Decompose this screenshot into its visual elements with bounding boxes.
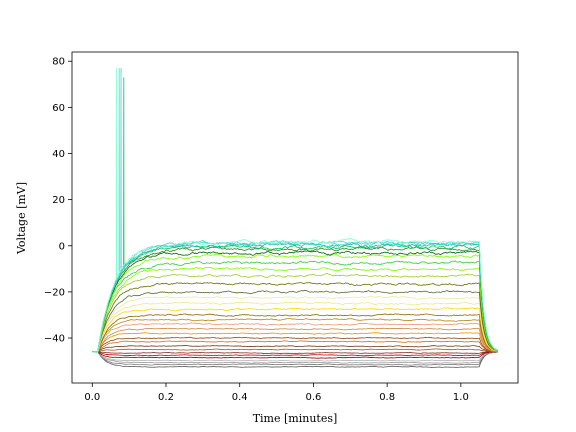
x-tick-label: 0.4 [232,392,248,403]
x-tick-label: 0.8 [379,392,395,403]
voltage-traces [92,68,498,368]
voltage-trace [92,272,498,353]
voltage-trace [92,77,498,353]
voltage-trace [92,68,498,353]
x-axis-label: Time [minutes] [253,412,338,425]
y-tick-label: 60 [52,103,65,114]
voltage-trace [92,351,498,368]
voltage-trace [92,351,498,359]
x-axis-ticks: 0.0 0.2 0.4 0.6 0.8 1.0 [84,383,469,403]
x-tick-label: 0.2 [158,392,174,403]
voltage-trace [92,351,498,366]
voltage-trace [92,351,498,362]
voltage-trace [92,351,498,357]
y-tick-label: 40 [52,149,65,160]
voltage-trace [92,351,498,354]
voltage-trace [92,336,498,353]
y-tick-label: 20 [52,195,65,206]
voltage-trace [92,340,498,353]
voltage-trace [92,307,498,353]
y-axis-ticks: −40 −20 0 20 40 60 80 [44,57,72,345]
voltage-trace [92,327,498,353]
voltage-trace [92,322,498,353]
voltage-trace [92,68,498,353]
voltage-trace [92,253,498,353]
voltage-trace [92,313,498,353]
plot-frame [71,51,519,384]
y-tick-label: −40 [44,334,65,345]
voltage-trace [92,351,498,364]
y-tick-label: −20 [44,287,65,298]
x-tick-label: 0.0 [84,392,100,403]
voltage-trace [92,348,498,353]
y-tick-label: 0 [59,241,65,252]
voltage-trace [92,260,498,353]
x-tick-label: 1.0 [453,392,469,403]
voltage-trace [92,345,498,353]
voltage-trace [92,266,498,353]
voltage-trace [92,318,498,353]
x-tick-label: 0.6 [305,392,321,403]
voltage-trace [92,332,498,353]
voltage-trace [92,290,498,353]
y-axis-label: Voltage [mV] [15,182,28,255]
voltage-trace [92,295,498,353]
voltage-trace [92,301,498,353]
voltage-trace [92,282,498,353]
y-tick-label: 80 [52,57,65,68]
voltage-trace [92,250,498,353]
voltage-trace [92,246,498,353]
